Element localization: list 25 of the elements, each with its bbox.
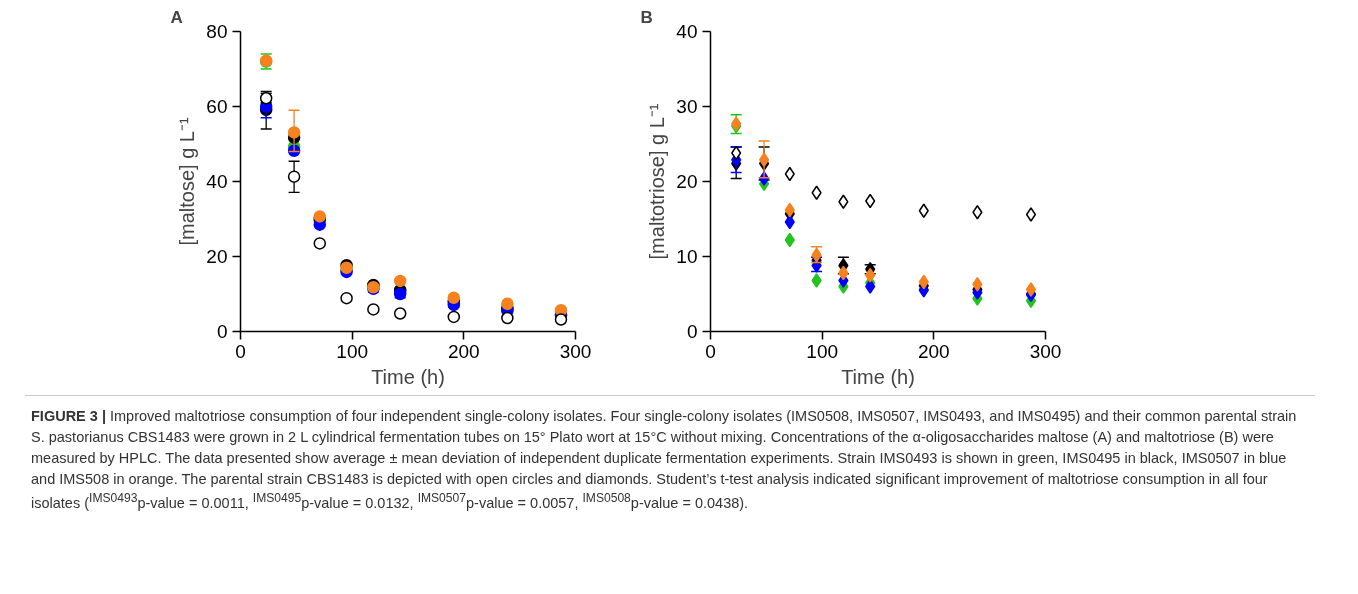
y-axis-title: [maltose] g L⁻¹ [176, 117, 199, 246]
y-tick-label: 40 [676, 21, 698, 42]
chart-title: B [640, 7, 653, 27]
x-tick-label: 100 [806, 340, 839, 362]
y-tick-label: 0 [216, 321, 228, 342]
y-tick-label: 20 [206, 246, 228, 267]
y-tick-label: 10 [676, 246, 698, 267]
x-axis-title: Time (h) [841, 365, 915, 388]
y-axis-title: [maltotriose] g L⁻¹ [646, 103, 669, 260]
x-tick-label: 100 [336, 340, 369, 362]
y-tick-label: 40 [206, 171, 228, 192]
y-tick-label: 80 [206, 21, 228, 42]
x-tick-label: 0 [705, 340, 716, 362]
x-tick-label: 200 [917, 340, 950, 362]
chart-title: A [170, 7, 183, 27]
x-tick-label: 200 [447, 340, 480, 362]
x-tick-label: 300 [559, 340, 592, 362]
y-tick-label: 0 [686, 321, 698, 342]
y-tick-label: 20 [676, 171, 698, 192]
x-tick-label: 300 [1029, 340, 1062, 362]
text: FIGURE 3 | Improved maltotriose consumption of four independent single-colony isolates. Four single-colony isolates (IMS0508, IMS0507, IMS0493, and IMS0495) and their common parental strain S. pastorianus CBS1483 were grown in 2 L cylindrical fermentation tubes on 15° Plato wort at 15°C without mixing. Concentrations of the α-oligosaccharides maltose (A) and maltotriose (B) were measured by HPLC. The data presented show average ± mean deviation of independent duplicate fermentation experiments. Strain IMS0493 is shown in green, IMS0495 in black, IMS0507 in blue and IMS508 in orange. The parental strain CBS1483 is depicted with open circles and diamonds. Student’s t-test analysis indicated significant improvement of maltotriose consumption in all four isolates ($^{IMS0493}$p-value = 0.0011, $^{IMS0495}$p-value = 0.0132, $^{IMS0507}$p-value = 0.0057, $^{IMS0508}$p-value = 0.0438). [31, 408, 1297, 511]
y-tick-label: 30 [676, 96, 698, 117]
x-tick-label: 0 [235, 340, 246, 362]
y-tick-label: 60 [206, 96, 228, 117]
x-axis-title: Time (h) [371, 365, 445, 388]
